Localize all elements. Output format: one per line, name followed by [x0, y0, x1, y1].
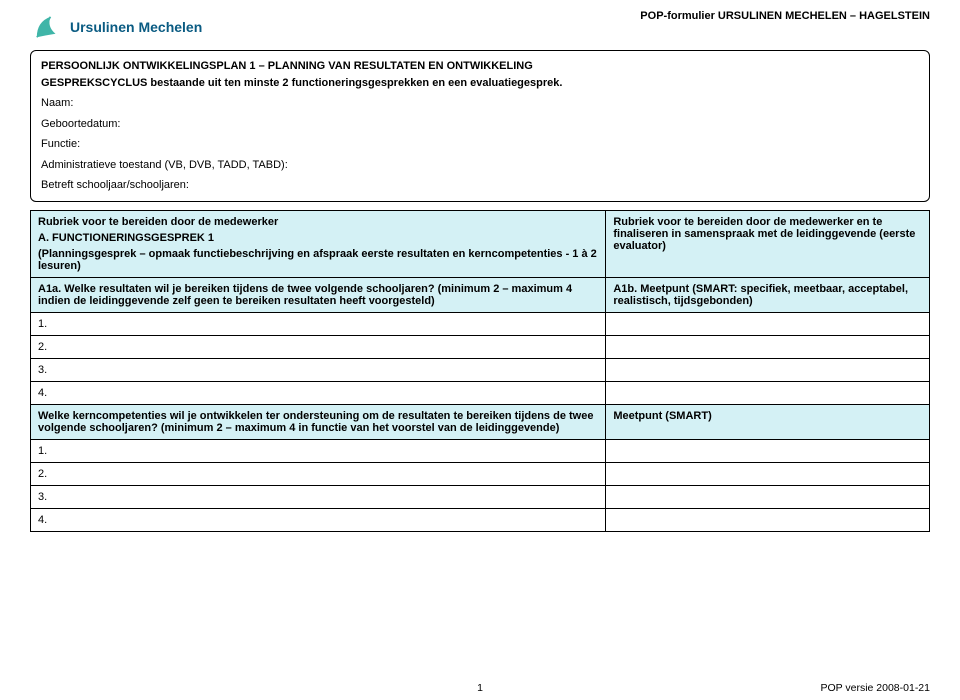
row-3-left: 3.	[31, 358, 606, 381]
field-schooljaar: Betreft schooljaar/schooljaren:	[41, 177, 919, 194]
hdr-left-1: Rubriek voor te bereiden door de medewer…	[38, 216, 598, 228]
field-admin: Administratieve toestand (VB, DVB, TADD,…	[41, 157, 919, 174]
header-right-text: POP-formulier URSULINEN MECHELEN – HAGEL…	[640, 10, 930, 22]
comp-right-cell: Meetpunt (SMART)	[606, 404, 930, 439]
row-1-right	[606, 312, 930, 335]
title-line-1: PERSOONLIJK ONTWIKKELINGSPLAN 1 – PLANNI…	[41, 58, 919, 75]
row-3-right	[606, 358, 930, 381]
field-functie: Functie:	[41, 136, 919, 153]
footer: 1 POP versie 2008-01-21	[0, 682, 960, 694]
crow-3-left: 3.	[31, 485, 606, 508]
crow-1-left: 1.	[31, 439, 606, 462]
form-table: Rubriek voor te bereiden door de medewer…	[30, 210, 930, 532]
field-geboortedatum: Geboortedatum:	[41, 116, 919, 133]
page-number: 1	[477, 682, 483, 694]
page-header: Ursulinen Mechelen POP-formulier URSULIN…	[30, 10, 930, 44]
version-text: POP versie 2008-01-21	[820, 682, 930, 694]
crow-2-left: 2.	[31, 462, 606, 485]
crow-3-right	[606, 485, 930, 508]
crow-4-left: 4.	[31, 508, 606, 531]
a1a-cell: A1a. Welke resultaten wil je bereiken ti…	[31, 277, 606, 312]
row-1-left: 1.	[31, 312, 606, 335]
logo-block: Ursulinen Mechelen	[30, 10, 202, 44]
leaf-logo-icon	[30, 10, 64, 44]
header-cell-right: Rubriek voor te bereiden door de medewer…	[606, 210, 930, 277]
crow-2-right	[606, 462, 930, 485]
a1b-cell: A1b. Meetpunt (SMART: specifiek, meetbaa…	[606, 277, 930, 312]
field-naam: Naam:	[41, 95, 919, 112]
header-cell-left: Rubriek voor te bereiden door de medewer…	[31, 210, 606, 277]
info-box: PERSOONLIJK ONTWIKKELINGSPLAN 1 – PLANNI…	[30, 50, 930, 202]
row-4-left: 4.	[31, 381, 606, 404]
row-4-right	[606, 381, 930, 404]
crow-1-right	[606, 439, 930, 462]
hdr-left-2: A. FUNCTIONERINGSGESPREK 1	[38, 232, 598, 244]
hdr-left-3: (Planningsgesprek – opmaak functiebeschr…	[38, 248, 598, 272]
comp-left-cell: Welke kerncompetenties wil je ontwikkele…	[31, 404, 606, 439]
title-line-2: GESPREKSCYCLUS bestaande uit ten minste …	[41, 75, 919, 92]
row-2-right	[606, 335, 930, 358]
row-2-left: 2.	[31, 335, 606, 358]
org-name: Ursulinen Mechelen	[70, 19, 202, 35]
crow-4-right	[606, 508, 930, 531]
